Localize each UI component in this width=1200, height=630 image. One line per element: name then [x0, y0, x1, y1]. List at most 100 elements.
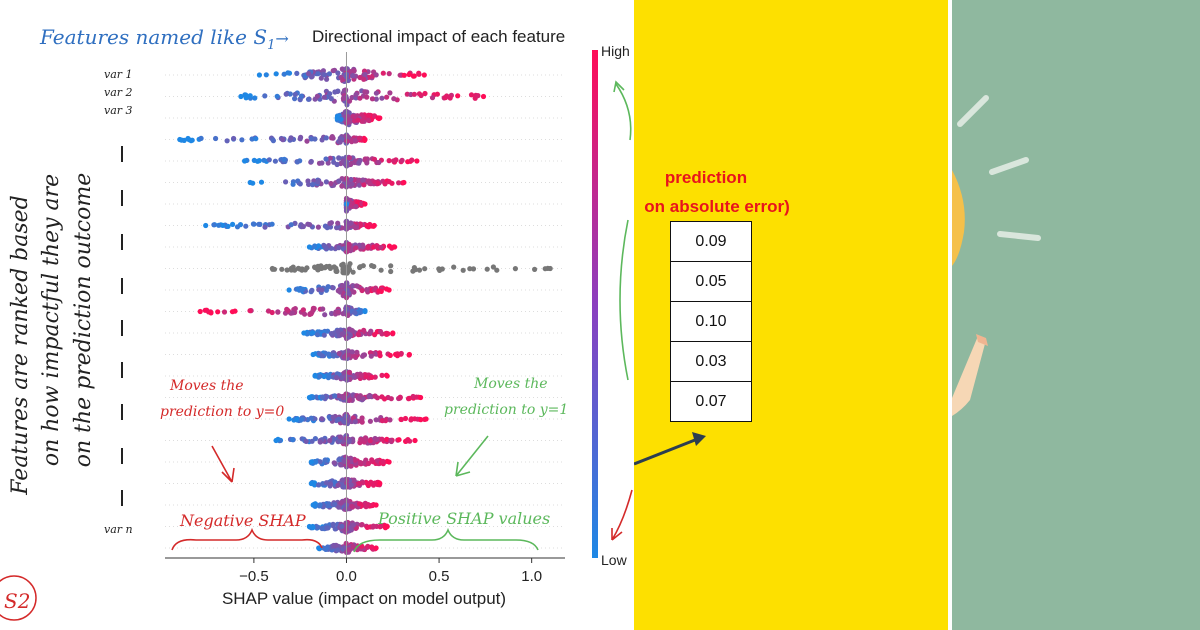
shap-point: [327, 438, 333, 444]
s2-logo-icon: [0, 575, 37, 621]
shap-point: [379, 95, 385, 101]
shap-point: [272, 158, 278, 164]
shap-point: [355, 117, 361, 123]
shap-point: [367, 438, 373, 444]
shap-point: [292, 267, 298, 273]
shap-point: [352, 457, 358, 463]
shap-point: [319, 137, 325, 143]
shap-point: [323, 156, 329, 162]
shap-point: [308, 415, 314, 421]
shap-point: [320, 306, 326, 312]
shap-point: [406, 351, 412, 358]
shap-point: [388, 263, 394, 269]
shap-point: [346, 369, 353, 376]
shap-point: [322, 264, 328, 271]
prediction-cell: 0.10: [670, 301, 752, 342]
shap-point: [412, 437, 418, 444]
shap-point: [250, 221, 256, 227]
shap-point: [340, 395, 347, 401]
shap-point: [304, 265, 310, 271]
shap-point: [344, 287, 350, 293]
shap-point: [411, 265, 417, 271]
shap-point: [387, 90, 393, 96]
shap-point: [308, 459, 314, 465]
prediction-arrow-layer: [634, 432, 706, 466]
shap-point: [289, 310, 295, 316]
shap-point: [532, 266, 538, 272]
shap-point: [346, 326, 352, 332]
shap-point: [322, 457, 328, 463]
shap-point: [384, 373, 390, 379]
panel-gap: [948, 0, 952, 630]
shap-point: [314, 332, 321, 338]
shap-point: [352, 419, 358, 425]
shap-point: [353, 92, 359, 98]
shap-point: [475, 93, 481, 99]
shap-point: [364, 160, 370, 166]
x-tick-label: 0.5: [429, 568, 450, 585]
shap-point: [404, 438, 410, 444]
shap-point: [480, 93, 487, 100]
shap-point: [249, 136, 255, 142]
shap-point: [411, 91, 417, 97]
shap-point: [319, 160, 325, 166]
shap-point: [336, 416, 342, 422]
shap-point: [346, 98, 353, 104]
shap-point: [283, 91, 289, 97]
shap-point: [406, 71, 412, 78]
shap-point: [284, 267, 290, 273]
shap-point: [367, 418, 373, 424]
shap-point: [339, 282, 345, 289]
shap-point: [340, 95, 346, 102]
shap-point: [331, 542, 337, 549]
shap-point: [398, 416, 404, 422]
shap-beeswarm-chart: −0.5 0.0 0.5 1.0 Directional impact of each…: [0, 25, 633, 621]
shap-point: [286, 287, 292, 293]
shap-point: [348, 176, 354, 183]
moves-right-line2: prediction to y=1: [444, 402, 568, 418]
shap-point: [401, 72, 407, 78]
shap-point: [382, 181, 388, 187]
shap-point: [396, 180, 402, 186]
svg-text:on how impactful they are: on how impactful they are: [39, 174, 64, 466]
shap-point: [332, 393, 338, 399]
shap-point: [434, 91, 440, 97]
shap-point: [350, 113, 356, 120]
shap-point: [345, 245, 352, 251]
shap-point: [335, 328, 341, 334]
ranking-note: Features are ranked based: [8, 195, 33, 496]
shap-point: [423, 416, 429, 422]
shap-point: [386, 179, 392, 185]
shap-point: [422, 266, 428, 272]
beeswarm-row-13: [301, 326, 396, 342]
var-label-3: var 3: [104, 104, 133, 117]
shap-point: [365, 502, 371, 508]
shap-point: [343, 87, 349, 93]
shap-point: [348, 161, 354, 167]
shap-point: [378, 267, 384, 273]
shap-point: [384, 523, 390, 530]
shap-point: [290, 437, 296, 443]
shap-point: [373, 72, 379, 78]
shap-point: [339, 331, 345, 337]
shap-point: [364, 524, 370, 531]
shap-point: [312, 264, 318, 270]
shap-point: [386, 71, 392, 77]
shap-point: [334, 268, 340, 274]
shap-point: [310, 351, 316, 358]
shap-point: [387, 352, 393, 358]
shap-point: [362, 136, 368, 143]
colorbar: [592, 50, 598, 558]
shap-point: [380, 70, 386, 76]
beeswarm-row-1: [256, 66, 427, 84]
shap-point: [348, 482, 354, 488]
shap-point: [325, 284, 331, 290]
shap-point: [388, 268, 394, 275]
shap-point: [336, 155, 342, 161]
shap-point: [213, 135, 219, 142]
shap-point: [256, 221, 262, 227]
shap-point: [377, 523, 384, 529]
shap-point: [358, 522, 364, 528]
shap-point: [339, 183, 345, 189]
negative-brace: [171, 527, 323, 551]
